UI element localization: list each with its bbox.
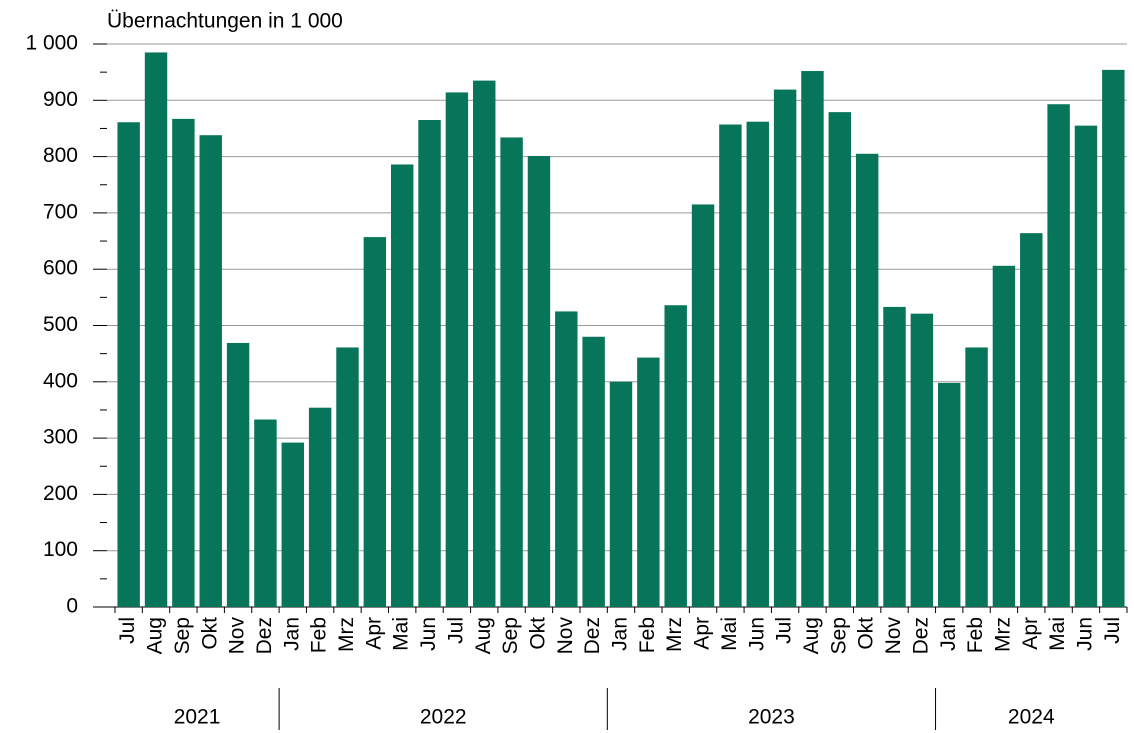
y-tick-label: 400 (43, 369, 78, 392)
x-tick-label: Okt (198, 617, 221, 650)
bar (1020, 233, 1043, 607)
bar (555, 311, 578, 607)
bar (1047, 104, 1070, 607)
x-tick-label: Apr (691, 617, 714, 650)
bar (418, 120, 441, 607)
x-tick-label: Feb (964, 617, 987, 653)
x-tick-label: Jul (773, 617, 796, 644)
x-tick-label: Okt (855, 617, 878, 650)
x-tick-label: Mai (718, 617, 741, 651)
x-tick-label: Aug (472, 617, 495, 654)
bar (172, 118, 195, 607)
y-tick-label: 0 (66, 595, 78, 618)
bar (473, 80, 496, 608)
x-tick-label: Nov (226, 617, 249, 655)
bar (609, 381, 633, 607)
x-tick-label: Jan (937, 617, 960, 651)
bar (500, 137, 523, 607)
x-tick-label: Nov (554, 617, 577, 655)
y-tick-label: 600 (43, 257, 78, 280)
x-tick-label: Apr (362, 617, 385, 650)
bar (910, 313, 934, 607)
x-tick-label: Sep (827, 617, 850, 654)
x-group-label: 2024 (1008, 706, 1055, 729)
bar (527, 156, 551, 608)
bar (281, 442, 304, 607)
bar (117, 122, 140, 607)
bar (773, 89, 797, 607)
y-tick-label: 300 (43, 426, 78, 449)
x-tick-label: Dez (253, 617, 276, 654)
x-tick-label: Jun (745, 617, 768, 651)
x-tick-label: Sep (499, 617, 522, 654)
bar (746, 121, 769, 607)
x-tick-label: Nov (882, 617, 905, 655)
x-tick-label: Jan (280, 617, 303, 651)
bar (308, 407, 332, 607)
x-tick-label: Jul (1101, 617, 1124, 644)
y-tick-label: 1 000 (25, 32, 78, 55)
y-tick-label: 800 (43, 144, 78, 167)
bar (992, 265, 1016, 607)
bar (691, 204, 715, 607)
bar (144, 52, 168, 607)
bar (828, 112, 852, 608)
bar (226, 342, 250, 607)
x-tick-label: Jan (609, 617, 632, 651)
bar (445, 92, 469, 608)
x-tick-label: Feb (636, 617, 659, 653)
y-tick-label: 500 (43, 313, 78, 336)
y-tick-label: 900 (43, 88, 78, 111)
bar (855, 153, 879, 607)
x-tick-label: Jun (1074, 617, 1097, 651)
x-tick-label: Dez (909, 617, 932, 654)
x-tick-label: Aug (800, 617, 823, 654)
bar (664, 305, 687, 607)
bar (801, 71, 824, 608)
x-tick-label: Mrz (663, 617, 686, 652)
bar (965, 347, 988, 607)
bar (1102, 69, 1125, 607)
x-group-label: 2022 (420, 706, 467, 729)
x-group-label: 2023 (748, 706, 795, 729)
x-tick-label: Mai (1046, 617, 1069, 651)
x-group-label: 2021 (174, 706, 221, 729)
x-tick-label: Mai (390, 617, 413, 651)
bar (938, 382, 961, 607)
x-tick-label: Dez (581, 617, 604, 654)
x-tick-label: Jul (444, 617, 467, 644)
bar (637, 357, 660, 607)
y-tick-label: 700 (43, 200, 78, 223)
y-axis-label: Übernachtungen in 1 000 (107, 10, 343, 33)
x-tick-label: Apr (1019, 617, 1042, 650)
x-tick-label: Aug (144, 617, 167, 654)
y-tick-label: 100 (43, 538, 78, 561)
bar (363, 237, 387, 607)
bar (883, 306, 906, 607)
x-tick-label: Sep (171, 617, 194, 654)
bar (199, 135, 222, 607)
x-tick-label: Mrz (335, 617, 358, 652)
bar (582, 336, 605, 607)
x-tick-label: Jul (116, 617, 139, 644)
x-tick-label: Feb (308, 617, 331, 653)
x-tick-label: Jun (417, 617, 440, 651)
bar (719, 124, 742, 607)
y-tick-label: 200 (43, 482, 78, 505)
bar (390, 164, 414, 607)
bar (1074, 125, 1098, 607)
bar (254, 419, 277, 607)
x-tick-label: Mrz (991, 617, 1014, 652)
bar (336, 347, 359, 607)
x-tick-label: Okt (526, 617, 549, 650)
